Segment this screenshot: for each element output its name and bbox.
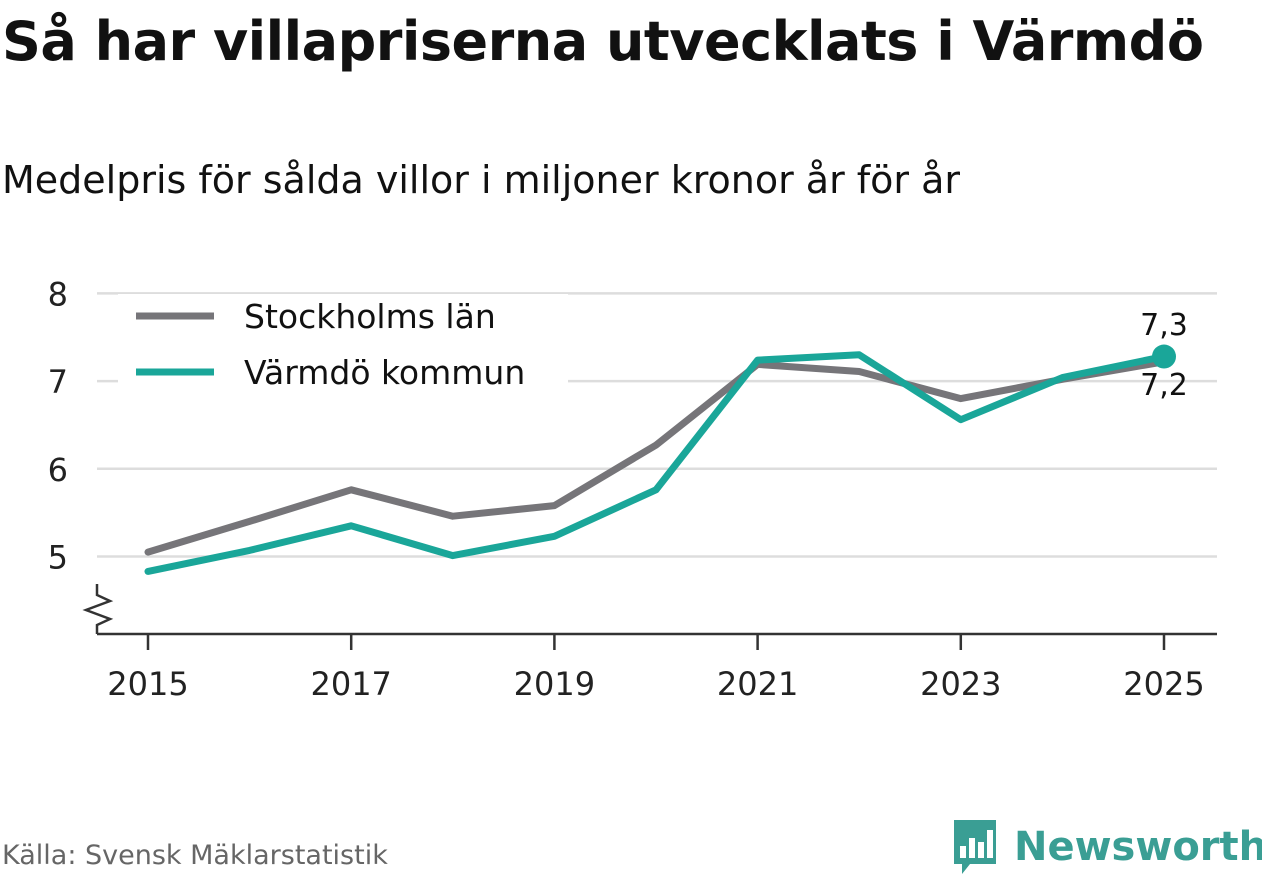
x-tick-label-2017: 2017	[310, 665, 391, 703]
y-axis-break	[82, 584, 114, 634]
x-tick-label-2021: 2021	[717, 665, 798, 703]
x-tick-label-2023: 2023	[920, 665, 1001, 703]
x-tick-label-2025: 2025	[1123, 665, 1204, 703]
y-tick-label-8: 8	[48, 275, 68, 313]
y-tick-label-7: 7	[48, 363, 68, 401]
legend-background	[118, 294, 568, 394]
legend-label-1: Värmdö kommun	[244, 353, 525, 392]
x-tick-label-2015: 2015	[107, 665, 188, 703]
endpoint-varmdo-kommun	[1152, 344, 1176, 369]
newsworthy-logo-text: Newsworthy	[1014, 824, 1262, 870]
y-tick-label-5: 5	[48, 539, 68, 577]
series-line-varmdo-kommun	[144, 351, 1168, 575]
newsworthy-logo-icon	[954, 820, 996, 874]
series-line-stockholms-lan	[144, 358, 1168, 556]
x-tick-label-2019: 2019	[514, 665, 595, 703]
legend-label-0: Stockholms län	[244, 297, 496, 336]
end-label-varmdo: 7,3	[1140, 308, 1188, 343]
y-tick-label-6: 6	[48, 451, 68, 489]
grid-lines	[97, 292, 1217, 558]
end-label-stockholm: 7,2	[1140, 368, 1188, 403]
axes: 5 6 7 8 2015 2017 2019 2021 2023 2025	[48, 275, 1217, 703]
newsworthy-logo: Newsworthy	[950, 818, 1262, 876]
series-lines	[144, 344, 1176, 575]
chart-subtitle: Medelpris för sålda villor i miljoner kr…	[2, 158, 961, 202]
source-note: Källa: Svensk Mäklarstatistik	[2, 840, 388, 871]
data-labels: 7,3 7,2	[1140, 308, 1188, 403]
chart-title: Så har villapriserna utvecklats i Värmdö	[2, 10, 1204, 73]
legend: Stockholms län Värmdö kommun	[118, 294, 568, 394]
